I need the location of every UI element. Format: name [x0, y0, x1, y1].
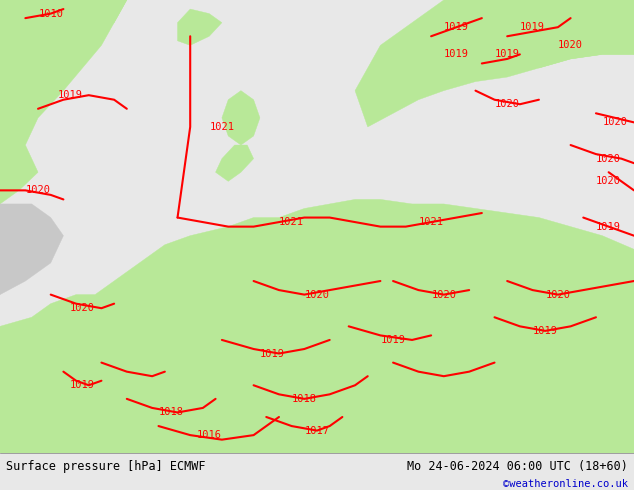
- Text: 1020: 1020: [558, 40, 583, 50]
- Text: 1019: 1019: [444, 49, 469, 59]
- Text: 1017: 1017: [304, 426, 330, 436]
- Text: 1020: 1020: [495, 99, 520, 109]
- Text: 1019: 1019: [260, 348, 285, 359]
- Text: 1021: 1021: [209, 122, 235, 132]
- Polygon shape: [526, 0, 634, 68]
- Text: 1018: 1018: [158, 408, 184, 417]
- Text: 1020: 1020: [602, 118, 628, 127]
- Text: 1019: 1019: [520, 22, 545, 32]
- Text: 1019: 1019: [380, 335, 406, 345]
- Text: 1020: 1020: [25, 185, 51, 196]
- Text: 1019: 1019: [596, 221, 621, 232]
- Polygon shape: [355, 0, 634, 127]
- Text: ©weatheronline.co.uk: ©weatheronline.co.uk: [503, 480, 628, 490]
- Text: 1019: 1019: [444, 22, 469, 32]
- Text: 1019: 1019: [57, 90, 82, 100]
- Text: 1020: 1020: [431, 290, 456, 299]
- Polygon shape: [6, 0, 127, 91]
- Polygon shape: [0, 204, 63, 294]
- Text: 1010: 1010: [38, 9, 63, 19]
- Text: 1016: 1016: [197, 430, 222, 440]
- Polygon shape: [222, 91, 260, 145]
- Polygon shape: [0, 91, 25, 145]
- Polygon shape: [178, 9, 222, 46]
- Text: Mo 24-06-2024 06:00 UTC (18+60): Mo 24-06-2024 06:00 UTC (18+60): [407, 460, 628, 473]
- Text: Surface pressure [hPa] ECMWF: Surface pressure [hPa] ECMWF: [6, 460, 206, 473]
- Text: 1018: 1018: [292, 394, 317, 404]
- Polygon shape: [0, 199, 634, 453]
- Text: 1019: 1019: [533, 326, 558, 336]
- Polygon shape: [216, 145, 254, 181]
- Text: 1021: 1021: [418, 217, 444, 227]
- Text: 1020: 1020: [596, 154, 621, 164]
- Text: 1020: 1020: [596, 176, 621, 186]
- Text: 1019: 1019: [495, 49, 520, 59]
- Polygon shape: [0, 0, 127, 204]
- Text: 1021: 1021: [279, 217, 304, 227]
- Text: 1020: 1020: [545, 290, 571, 299]
- Text: 1020: 1020: [304, 290, 330, 299]
- Text: 1020: 1020: [70, 303, 95, 313]
- Text: 1019: 1019: [70, 380, 95, 390]
